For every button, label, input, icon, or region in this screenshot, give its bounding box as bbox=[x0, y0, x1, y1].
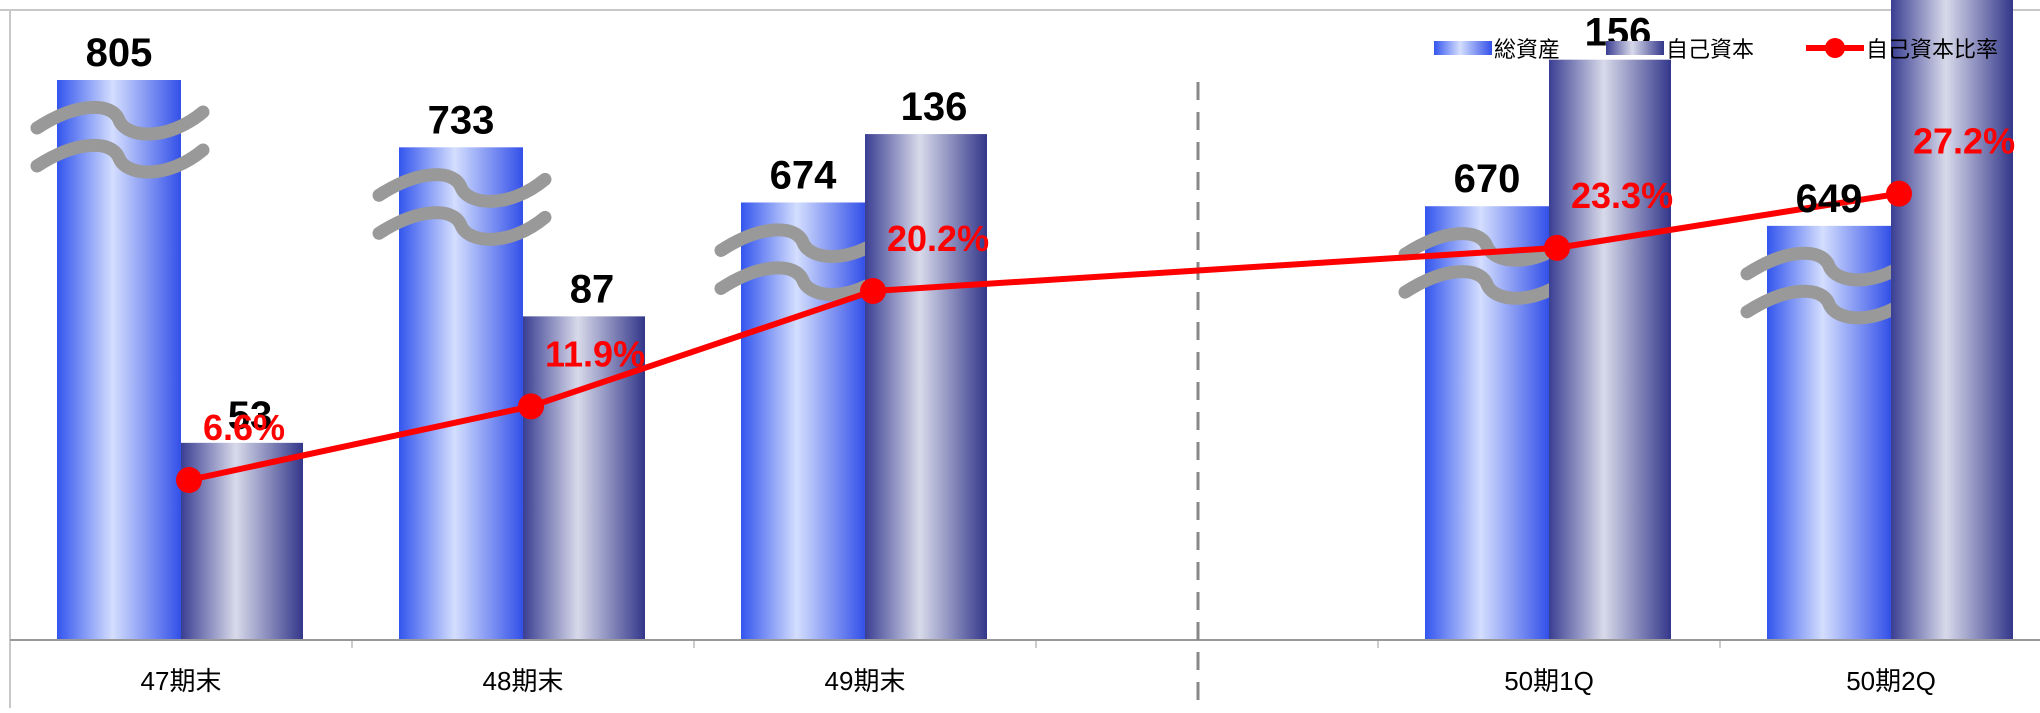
x-axis-category-label: 48期末 bbox=[483, 666, 564, 696]
bar-value-equity: 53 bbox=[228, 394, 273, 438]
legend-total-assets-label: 総資産 bbox=[1494, 37, 1560, 62]
x-axis-category-label: 50期2Q bbox=[1846, 666, 1936, 696]
bar-value-total-assets: 649 bbox=[1796, 177, 1863, 221]
axis-break-mark bbox=[1398, 227, 1578, 267]
bar-value-equity: 87 bbox=[570, 267, 615, 311]
legend-equity-swatch bbox=[1606, 41, 1664, 55]
equity-ratio-value-label: 20.2% bbox=[887, 218, 989, 259]
equity-ratio-value-label: 6.6% bbox=[203, 407, 285, 448]
axis-break-mark bbox=[372, 168, 552, 208]
axis-break-mark bbox=[1398, 265, 1578, 305]
legend: 総資産 自己資本 自己資本比率 bbox=[1434, 37, 1998, 62]
bar-value-total-assets: 805 bbox=[86, 31, 153, 75]
axis-break-mark bbox=[30, 100, 210, 141]
bar-equity bbox=[1891, 0, 2013, 640]
bar-equity bbox=[523, 316, 645, 640]
legend-equity-ratio-label: 自己資本比率 bbox=[1866, 37, 1998, 62]
legend-equity-label: 自己資本 bbox=[1666, 37, 1754, 62]
legend-equity-ratio-swatch-marker bbox=[1825, 38, 1845, 58]
bar-value-total-assets: 674 bbox=[770, 153, 837, 197]
equity-ratio-point bbox=[176, 467, 202, 493]
legend-equity: 自己資本 bbox=[1606, 37, 1754, 62]
bar-value-total-assets: 733 bbox=[428, 98, 495, 142]
equity-ratio-value-label: 23.3% bbox=[1571, 175, 1673, 216]
legend-total-assets-swatch bbox=[1434, 41, 1492, 55]
equity-ratio-point bbox=[860, 277, 886, 304]
axis-break-mark bbox=[372, 206, 552, 246]
axis-break-mark bbox=[1740, 246, 1920, 287]
bar-equity bbox=[1549, 59, 1671, 641]
equity-ratio-point bbox=[518, 393, 544, 420]
axis-break-mark bbox=[714, 223, 894, 263]
equity-ratio-value-label: 11.9% bbox=[545, 333, 645, 374]
equity-ratio-value-label: 27.2% bbox=[1913, 121, 2015, 162]
bar-equity bbox=[865, 134, 987, 640]
legend-equity-ratio: 自己資本比率 bbox=[1806, 37, 1998, 62]
axis-break-mark bbox=[1740, 284, 1920, 325]
x-axis-category-label: 47期末 bbox=[141, 666, 222, 696]
x-axis-category-label: 49期末 bbox=[825, 666, 906, 696]
legend-total-assets: 総資産 bbox=[1434, 37, 1560, 62]
x-axis-category-label: 50期1Q bbox=[1504, 666, 1594, 696]
axis-break-mark bbox=[30, 138, 210, 179]
bar-value-equity: 136 bbox=[901, 85, 968, 129]
bar-value-total-assets: 670 bbox=[1454, 157, 1521, 201]
equity-ratio-point bbox=[1544, 234, 1570, 261]
axis-break-mark bbox=[714, 261, 894, 301]
equity-ratio-point bbox=[1886, 180, 1912, 207]
